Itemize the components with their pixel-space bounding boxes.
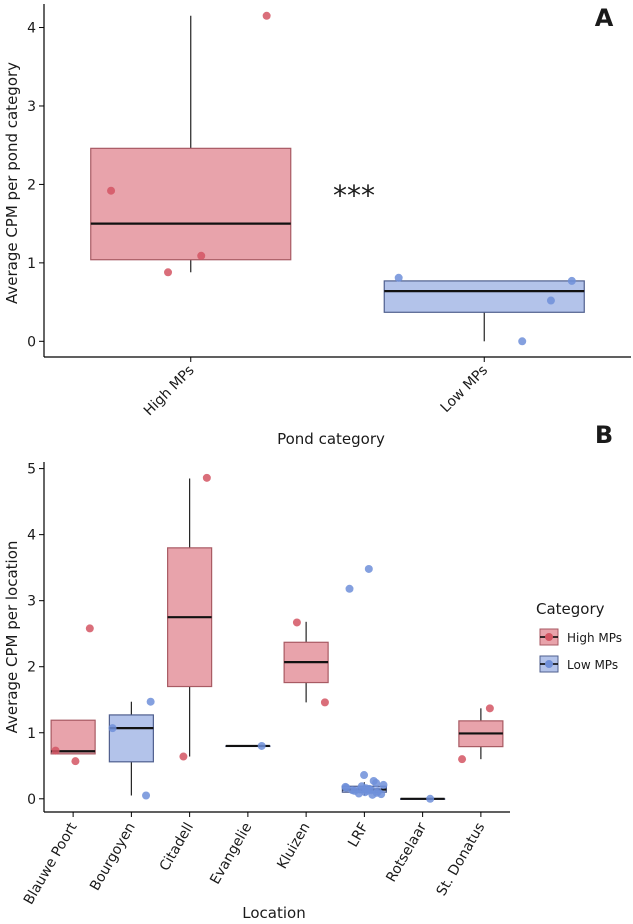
- y-tick-label: 4: [27, 21, 36, 37]
- box-low-mps: [383, 280, 585, 313]
- data-point-lrf: [342, 783, 351, 792]
- y-tick-label: 0: [27, 334, 36, 350]
- data-point-low-mps: [394, 273, 403, 282]
- panel-b-ylabel: Average CPM per location: [3, 541, 21, 734]
- data-point-low-mps: [518, 337, 527, 346]
- panel-b-xlabel: Location: [242, 904, 305, 922]
- panel-a-label: A: [595, 4, 614, 32]
- box-bourgoyen: [108, 714, 154, 763]
- data-point-evangelie: [257, 741, 266, 750]
- legend: Category High MPs Low MPs: [536, 600, 622, 673]
- data-point-lrf: [364, 564, 373, 573]
- data-point-lrf: [360, 771, 369, 780]
- data-point-bourgoyen: [146, 697, 155, 706]
- y-tick-label: 3: [27, 594, 36, 610]
- data-point-low-mps: [546, 296, 555, 305]
- x-tick-label-low-mps: Low MPs: [438, 363, 491, 416]
- panel-b-label: B: [595, 421, 613, 449]
- x-tick-label-rotselaar: Rotselaar: [383, 820, 430, 885]
- data-point-high-mps: [164, 268, 173, 277]
- data-point-lrf: [379, 780, 388, 789]
- significance-marker: ***: [333, 179, 375, 212]
- panel-b-plot: 0 1 2 3 4 5 Blauwe Poort Bourgoyen Citadell Evang…: [21, 462, 510, 908]
- legend-label-low-mps: Low MPs: [567, 658, 618, 672]
- data-point-high-mps: [107, 186, 116, 195]
- panel-a-ylabel: Average CPM per pond category: [3, 62, 21, 304]
- y-tick-label: 2: [27, 177, 36, 193]
- y-tick-label: 1: [27, 256, 36, 272]
- x-tick-label-evangelie: Evangelie: [207, 820, 255, 887]
- y-tick-label: 4: [27, 528, 36, 544]
- y-tick-label: 3: [27, 99, 36, 115]
- data-point-blauwe-poort: [51, 746, 60, 755]
- data-point-lrf: [345, 584, 354, 593]
- data-point-high-mps: [197, 251, 206, 260]
- data-point-lrf: [354, 789, 363, 798]
- x-tick-label-st-donatus: St. Donatus: [434, 820, 489, 899]
- legend-title: Category: [536, 600, 605, 618]
- legend-key-low-dot: [545, 660, 553, 668]
- y-tick-label: 1: [27, 726, 36, 742]
- x-tick-label-citadell: Citadell: [157, 820, 197, 874]
- data-point-bourgoyen: [108, 724, 117, 733]
- data-point-st-donatus: [485, 704, 494, 713]
- data-point-lrf: [362, 786, 371, 795]
- data-point-lrf: [377, 790, 386, 799]
- data-point-high-mps: [262, 11, 271, 20]
- data-point-kluizen: [292, 618, 301, 627]
- data-point-st-donatus: [458, 755, 467, 764]
- data-point-blauwe-poort: [85, 624, 94, 633]
- box-high-mps: [90, 147, 292, 261]
- x-tick-label-kluizen: Kluizen: [274, 820, 313, 872]
- x-tick-label-blauwe-poort: Blauwe Poort: [21, 820, 81, 908]
- data-point-rotselaar: [426, 794, 435, 803]
- x-tick-label-lrf: LRF: [345, 820, 372, 850]
- data-point-low-mps: [567, 276, 576, 285]
- data-point-citadell: [179, 752, 188, 761]
- data-point-bourgoyen: [142, 791, 151, 800]
- panel-a-plot: 0 1 2 3 4 High MPs Low MPs: [27, 4, 631, 419]
- legend-key-high-dot: [545, 633, 553, 641]
- data-point-citadell: [202, 473, 211, 482]
- y-tick-label: 5: [27, 462, 36, 478]
- data-point-blauwe-poort: [71, 757, 80, 766]
- x-tick-label-bourgoyen: Bourgoyen: [87, 820, 139, 894]
- y-tick-label: 0: [27, 792, 36, 808]
- data-point-kluizen: [320, 698, 329, 707]
- y-tick-label: 2: [27, 660, 36, 676]
- panel-a-xlabel: Pond category: [277, 430, 385, 448]
- x-tick-label-high-mps: High MPs: [141, 363, 198, 420]
- data-point-lrf: [372, 778, 381, 787]
- legend-label-high-mps: High MPs: [567, 631, 622, 645]
